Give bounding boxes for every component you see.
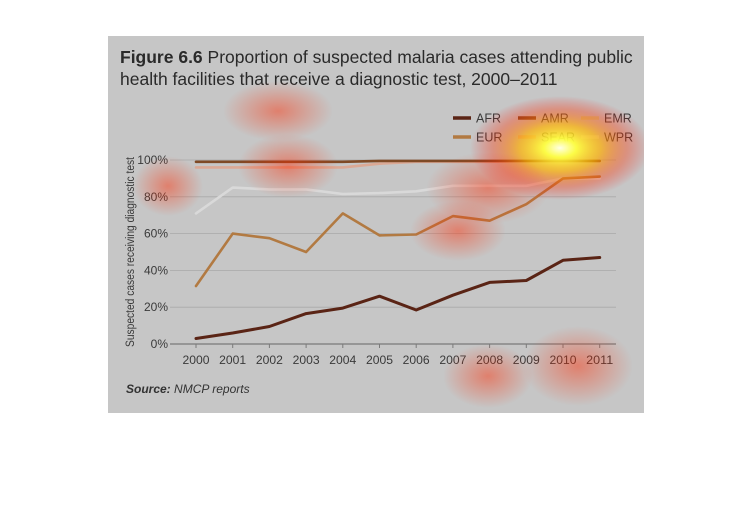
x-tick-label: 2006 (403, 353, 430, 367)
figure-number: Figure 6.6 (120, 47, 203, 67)
x-tick-label: 2007 (439, 353, 466, 367)
legend-label-amr: AMR (541, 112, 569, 126)
x-tick-label: 2010 (550, 353, 577, 367)
y-tick-label: 80% (144, 190, 168, 204)
series-line-afr (194, 256, 602, 340)
series-line-amr (194, 159, 602, 164)
x-tick-label: 2005 (366, 353, 393, 367)
x-tick-label: 2004 (329, 353, 356, 367)
y-tick-label: 40% (144, 263, 168, 277)
source-label: Source: (126, 382, 171, 396)
line-chart: 0% 20% 40% 60% 80% 100% 2000 2001 2002 2003 2004 20… (125, 112, 633, 368)
legend-label-emr: EMR (604, 112, 632, 126)
x-tick-label: 2011 (586, 353, 613, 367)
y-tick-label: 100% (137, 153, 168, 167)
y-tick-label: 60% (144, 227, 168, 241)
source-note: Source: NMCP reports (126, 382, 250, 396)
figure-panel: Figure 6.6 Proportion of suspected malar… (108, 36, 644, 413)
y-tick-label: 20% (144, 300, 168, 314)
x-tick-label: 2009 (513, 353, 540, 367)
legend-label-eur: EUR (476, 131, 502, 145)
x-tick-label: 2003 (293, 353, 320, 367)
source-text: NMCP reports (174, 382, 250, 396)
x-tick-label: 2002 (256, 353, 283, 367)
x-tick-label: 2008 (476, 353, 503, 367)
legend-label-wpr: WPR (604, 131, 633, 145)
legend-label-afr: AFR (476, 112, 501, 126)
legend-label-sear: SEAR (541, 131, 575, 145)
y-tick-label: 0% (151, 337, 169, 351)
x-tick-label: 2001 (219, 353, 246, 367)
y-axis-label: Suspected cases receiving diagnostic tes… (125, 156, 137, 347)
x-tick-label: 2000 (183, 353, 210, 367)
